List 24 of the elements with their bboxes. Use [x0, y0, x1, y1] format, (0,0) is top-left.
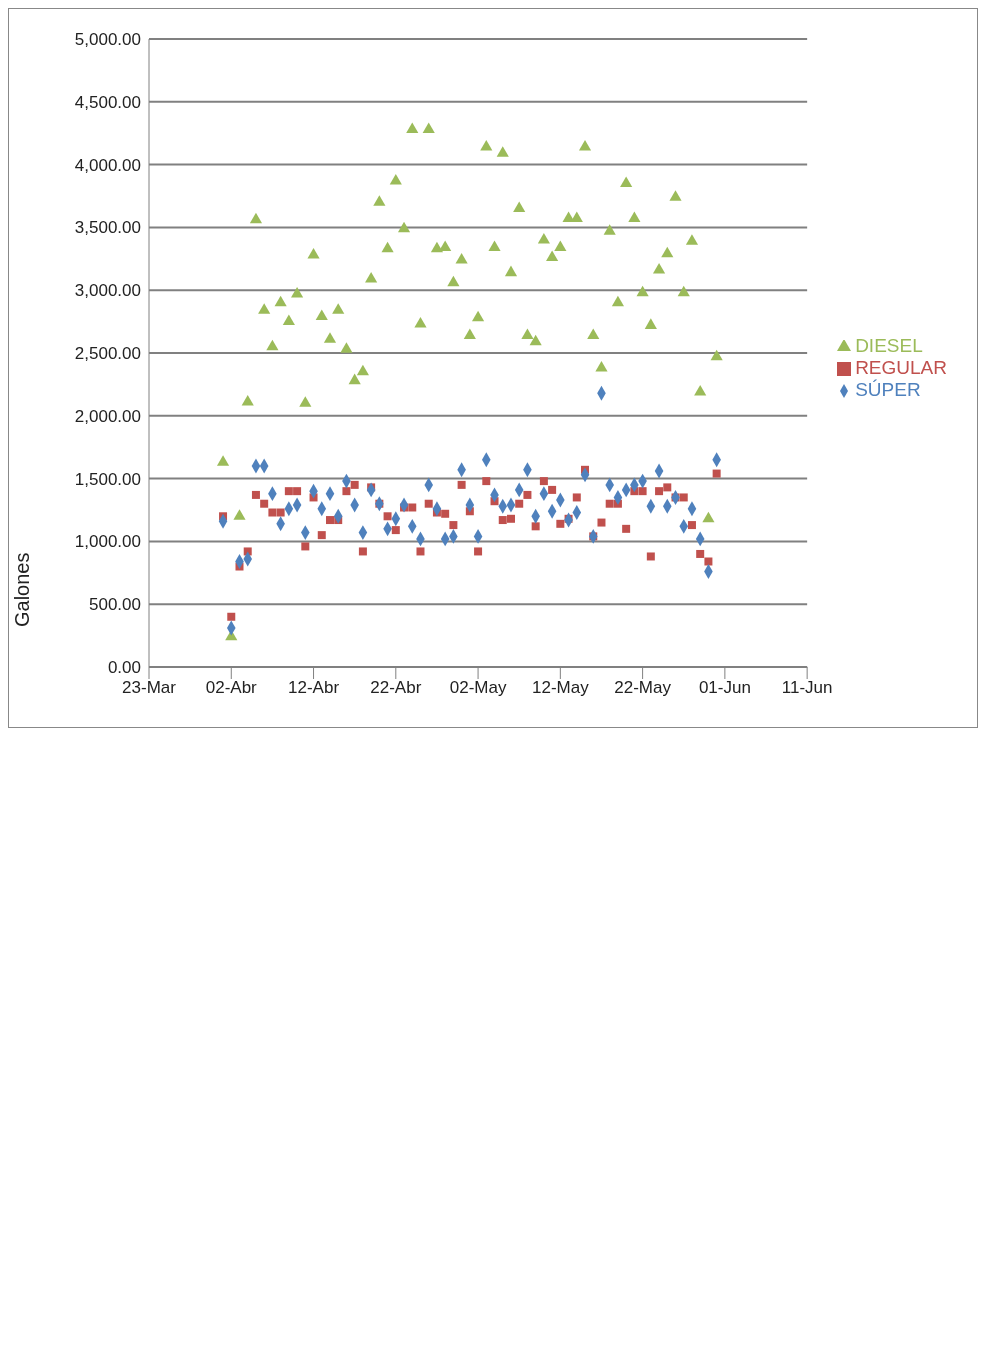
legend-label: SÚPER [855, 379, 921, 400]
x-tick-label: 12-May [531, 678, 590, 698]
y-tick-label: 500.00 [89, 595, 141, 615]
legend-label: REGULAR [855, 357, 947, 378]
x-tick-label: 02-May [449, 678, 507, 698]
y-tick-label: 2,500.00 [74, 344, 141, 364]
x-tick-label: 01-Jun [698, 678, 751, 698]
y-tick-label: 0.00 [107, 658, 141, 678]
y-tick-label: 1,500.00 [74, 469, 141, 489]
y-tick-label: 2,000.00 [74, 406, 141, 426]
x-tick-label: 23-Mar [122, 678, 177, 698]
x-tick-label: 11-Jun [781, 678, 833, 698]
x-tick-label: 12-Abr [288, 678, 340, 698]
x-tick-label: 02-Abr [205, 678, 258, 698]
x-tick-label: 22-May [614, 678, 672, 698]
y-tick-label: 3,500.00 [74, 218, 141, 238]
y-tick-label: 4,500.00 [74, 92, 141, 112]
legend-label: DIESEL [855, 335, 923, 356]
y-tick-label: 3,000.00 [74, 281, 141, 301]
y-tick-label: 1,000.00 [74, 532, 141, 552]
y-tick-label: 5,000.00 [74, 30, 141, 50]
y-axis-title: Galones [11, 552, 33, 627]
y-tick-label: 4,000.00 [74, 155, 141, 175]
x-tick-label: 22-Abr [370, 678, 422, 698]
